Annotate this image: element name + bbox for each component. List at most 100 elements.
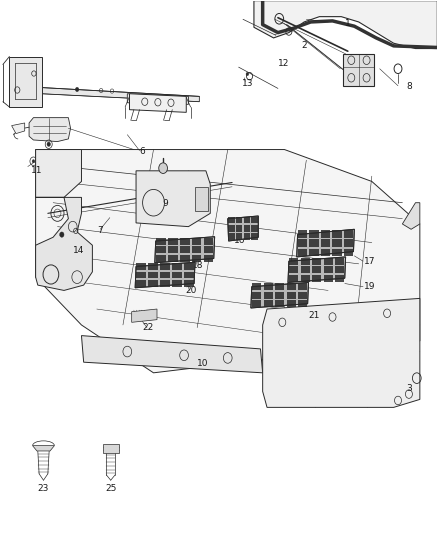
Polygon shape [135, 262, 195, 288]
Polygon shape [35, 150, 81, 197]
Bar [298, 248, 307, 256]
Bar [244, 225, 250, 232]
Bar [184, 272, 194, 278]
Polygon shape [10, 86, 199, 102]
Bar [286, 292, 296, 298]
Bar [136, 263, 146, 270]
Bar [321, 248, 330, 256]
Polygon shape [343, 54, 374, 86]
Bar [204, 255, 213, 262]
Bar [298, 284, 307, 290]
Text: 22: 22 [143, 323, 154, 332]
Polygon shape [263, 298, 420, 407]
Polygon shape [32, 446, 54, 451]
Polygon shape [297, 229, 354, 257]
Text: 21: 21 [308, 311, 320, 320]
Bar [332, 239, 342, 247]
Text: 12: 12 [278, 59, 290, 68]
Bar [312, 266, 321, 273]
Bar [229, 233, 235, 240]
Bar [236, 225, 242, 232]
Text: 23: 23 [38, 484, 49, 493]
Polygon shape [103, 444, 119, 453]
Bar [324, 266, 333, 273]
Bar [300, 266, 310, 273]
Text: 6: 6 [140, 147, 145, 156]
Polygon shape [155, 237, 215, 263]
Bar [172, 272, 182, 278]
Bar [252, 284, 261, 290]
Bar [298, 292, 307, 298]
Bar [156, 238, 166, 245]
Bar [180, 246, 190, 253]
Bar [332, 248, 342, 256]
Bar [160, 263, 170, 270]
Bar [184, 263, 194, 270]
Bar [275, 300, 284, 307]
Bar [264, 284, 273, 290]
Bar [344, 230, 353, 238]
Polygon shape [35, 150, 420, 373]
Bar [244, 233, 250, 240]
Bar [335, 266, 344, 273]
Bar [309, 230, 318, 238]
Bar [204, 238, 213, 245]
Polygon shape [81, 336, 263, 373]
Bar [309, 248, 318, 256]
Text: 13: 13 [242, 78, 253, 87]
Polygon shape [228, 216, 258, 241]
Bar [289, 266, 298, 273]
Circle shape [159, 163, 167, 173]
Text: 14: 14 [73, 246, 84, 255]
Bar [229, 225, 235, 232]
Bar [344, 239, 353, 247]
Bar [180, 255, 190, 262]
Bar [192, 255, 201, 262]
Polygon shape [254, 1, 437, 49]
Bar [184, 280, 194, 287]
Bar [324, 275, 333, 281]
Polygon shape [132, 309, 157, 322]
Bar [332, 230, 342, 238]
Polygon shape [288, 257, 346, 282]
Text: 3: 3 [406, 384, 412, 393]
Text: 11: 11 [31, 166, 42, 175]
Bar [312, 258, 321, 264]
Circle shape [47, 142, 50, 147]
Text: 7: 7 [97, 226, 103, 235]
Text: 16: 16 [234, 237, 246, 246]
Bar [192, 246, 201, 253]
Bar [251, 233, 258, 240]
Bar [264, 292, 273, 298]
Bar [300, 275, 310, 281]
Bar [204, 246, 213, 253]
Circle shape [75, 87, 79, 92]
Polygon shape [35, 197, 92, 290]
Text: 20: 20 [185, 286, 196, 295]
Bar [160, 272, 170, 278]
Bar [168, 238, 177, 245]
Polygon shape [29, 118, 71, 142]
Bar [168, 255, 177, 262]
Bar [264, 300, 273, 307]
Bar [168, 246, 177, 253]
Bar [275, 292, 284, 298]
Bar [136, 272, 146, 278]
Bar [286, 300, 296, 307]
Text: 2: 2 [301, 42, 307, 51]
Text: 9: 9 [163, 199, 169, 208]
Bar [286, 284, 296, 290]
Bar [309, 239, 318, 247]
Bar [172, 280, 182, 287]
Bar [156, 255, 166, 262]
Text: 10: 10 [197, 359, 208, 368]
Bar [148, 272, 158, 278]
Bar [289, 275, 298, 281]
Bar [321, 239, 330, 247]
Polygon shape [10, 56, 42, 107]
Bar [289, 258, 298, 264]
Bar [156, 246, 166, 253]
Bar [192, 238, 201, 245]
Polygon shape [127, 94, 188, 104]
Text: 8: 8 [406, 82, 412, 91]
